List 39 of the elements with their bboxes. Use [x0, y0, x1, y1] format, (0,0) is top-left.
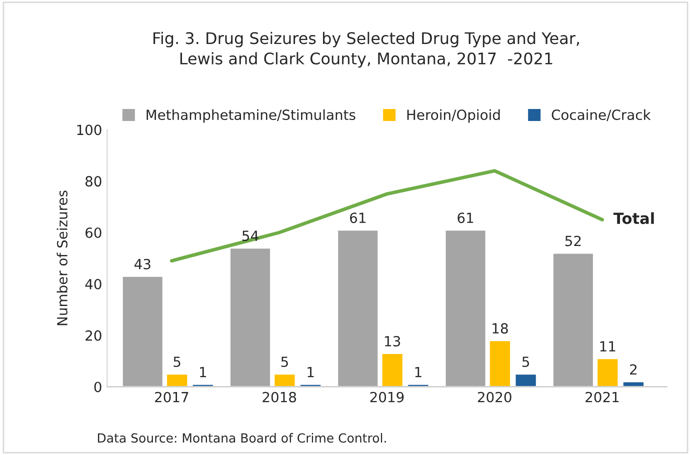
data-label: 61: [458, 212, 474, 224]
x-tick-label: 2018: [262, 392, 296, 402]
y-axis-title: Number of Seizures: [56, 190, 68, 326]
bar: [488, 340, 512, 387]
y-tick-label: 0: [94, 382, 102, 392]
legend-label: Methamphetamine/Stimulants: [146, 109, 356, 123]
data-label: 13: [385, 336, 400, 346]
data-label: 1: [415, 367, 422, 378]
bar: [514, 373, 538, 387]
data-label: 18: [492, 323, 508, 334]
x-tick-label: 2019: [370, 392, 404, 402]
y-tick-label: 100: [77, 124, 102, 136]
bar: [444, 229, 487, 387]
data-label: 5: [522, 356, 530, 368]
source-note: Data Source: Montana Board of Crime Control.: [98, 433, 386, 443]
line-series: [170, 169, 604, 263]
data-label: 1: [200, 367, 206, 378]
x-tick-label: 2021: [586, 392, 619, 402]
y-tick-label: 20: [86, 330, 102, 341]
y-tick-label: 80: [86, 176, 102, 187]
data-label: 2: [630, 364, 636, 375]
series-label: Total: [613, 212, 654, 224]
chart-title: Fig. 3. Drug Seizures by Selected Drug Type and Year, Lewis and Clark County, Montana, 2017 -2021: [154, 32, 579, 68]
bar: [336, 229, 380, 387]
data-label: 54: [242, 230, 258, 242]
bar: [380, 352, 404, 387]
data-label: 1: [308, 367, 314, 378]
x-tick-label: 2020: [478, 392, 512, 402]
data-label: 61: [350, 212, 366, 224]
y-tick-label: 60: [86, 227, 102, 238]
legend-label: Cocaine/Crack: [552, 109, 651, 122]
data-label: 11: [600, 341, 616, 352]
data-label: 52: [565, 236, 581, 246]
data-label: 5: [174, 356, 180, 368]
data-label: 5: [281, 356, 288, 368]
legend-label: Heroin/Opioid: [407, 109, 500, 123]
y-tick-label: 40: [85, 278, 102, 290]
x-tick-label: 2017: [155, 392, 188, 402]
data-label: 43: [134, 258, 150, 270]
